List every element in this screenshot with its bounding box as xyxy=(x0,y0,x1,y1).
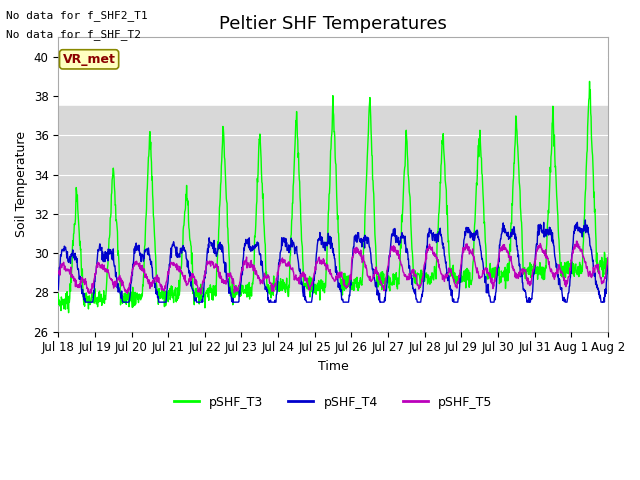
Y-axis label: Soil Temperature: Soil Temperature xyxy=(15,132,28,238)
Legend: pSHF_T3, pSHF_T4, pSHF_T5: pSHF_T3, pSHF_T4, pSHF_T5 xyxy=(169,391,497,414)
Text: VR_met: VR_met xyxy=(63,53,116,66)
Text: No data for f_SHF_T2: No data for f_SHF_T2 xyxy=(6,29,141,40)
Title: Peltier SHF Temperatures: Peltier SHF Temperatures xyxy=(219,15,447,33)
Bar xyxy=(58,106,608,292)
X-axis label: Time: Time xyxy=(317,360,348,373)
Text: No data for f_SHF2_T1: No data for f_SHF2_T1 xyxy=(6,10,148,21)
